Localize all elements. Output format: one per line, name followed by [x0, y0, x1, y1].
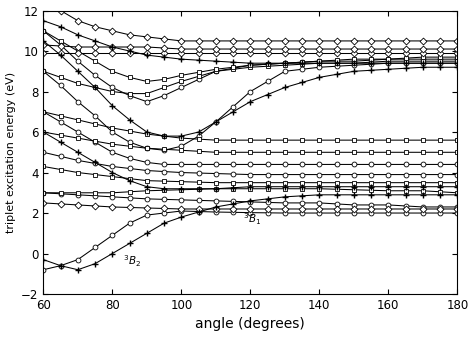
Text: $^3B_1$: $^3B_1$: [244, 211, 262, 227]
Text: $^3B_2$: $^3B_2$: [123, 254, 141, 270]
Y-axis label: triplet excitation energy (eV): triplet excitation energy (eV): [6, 72, 16, 233]
X-axis label: angle (degrees): angle (degrees): [195, 317, 305, 332]
